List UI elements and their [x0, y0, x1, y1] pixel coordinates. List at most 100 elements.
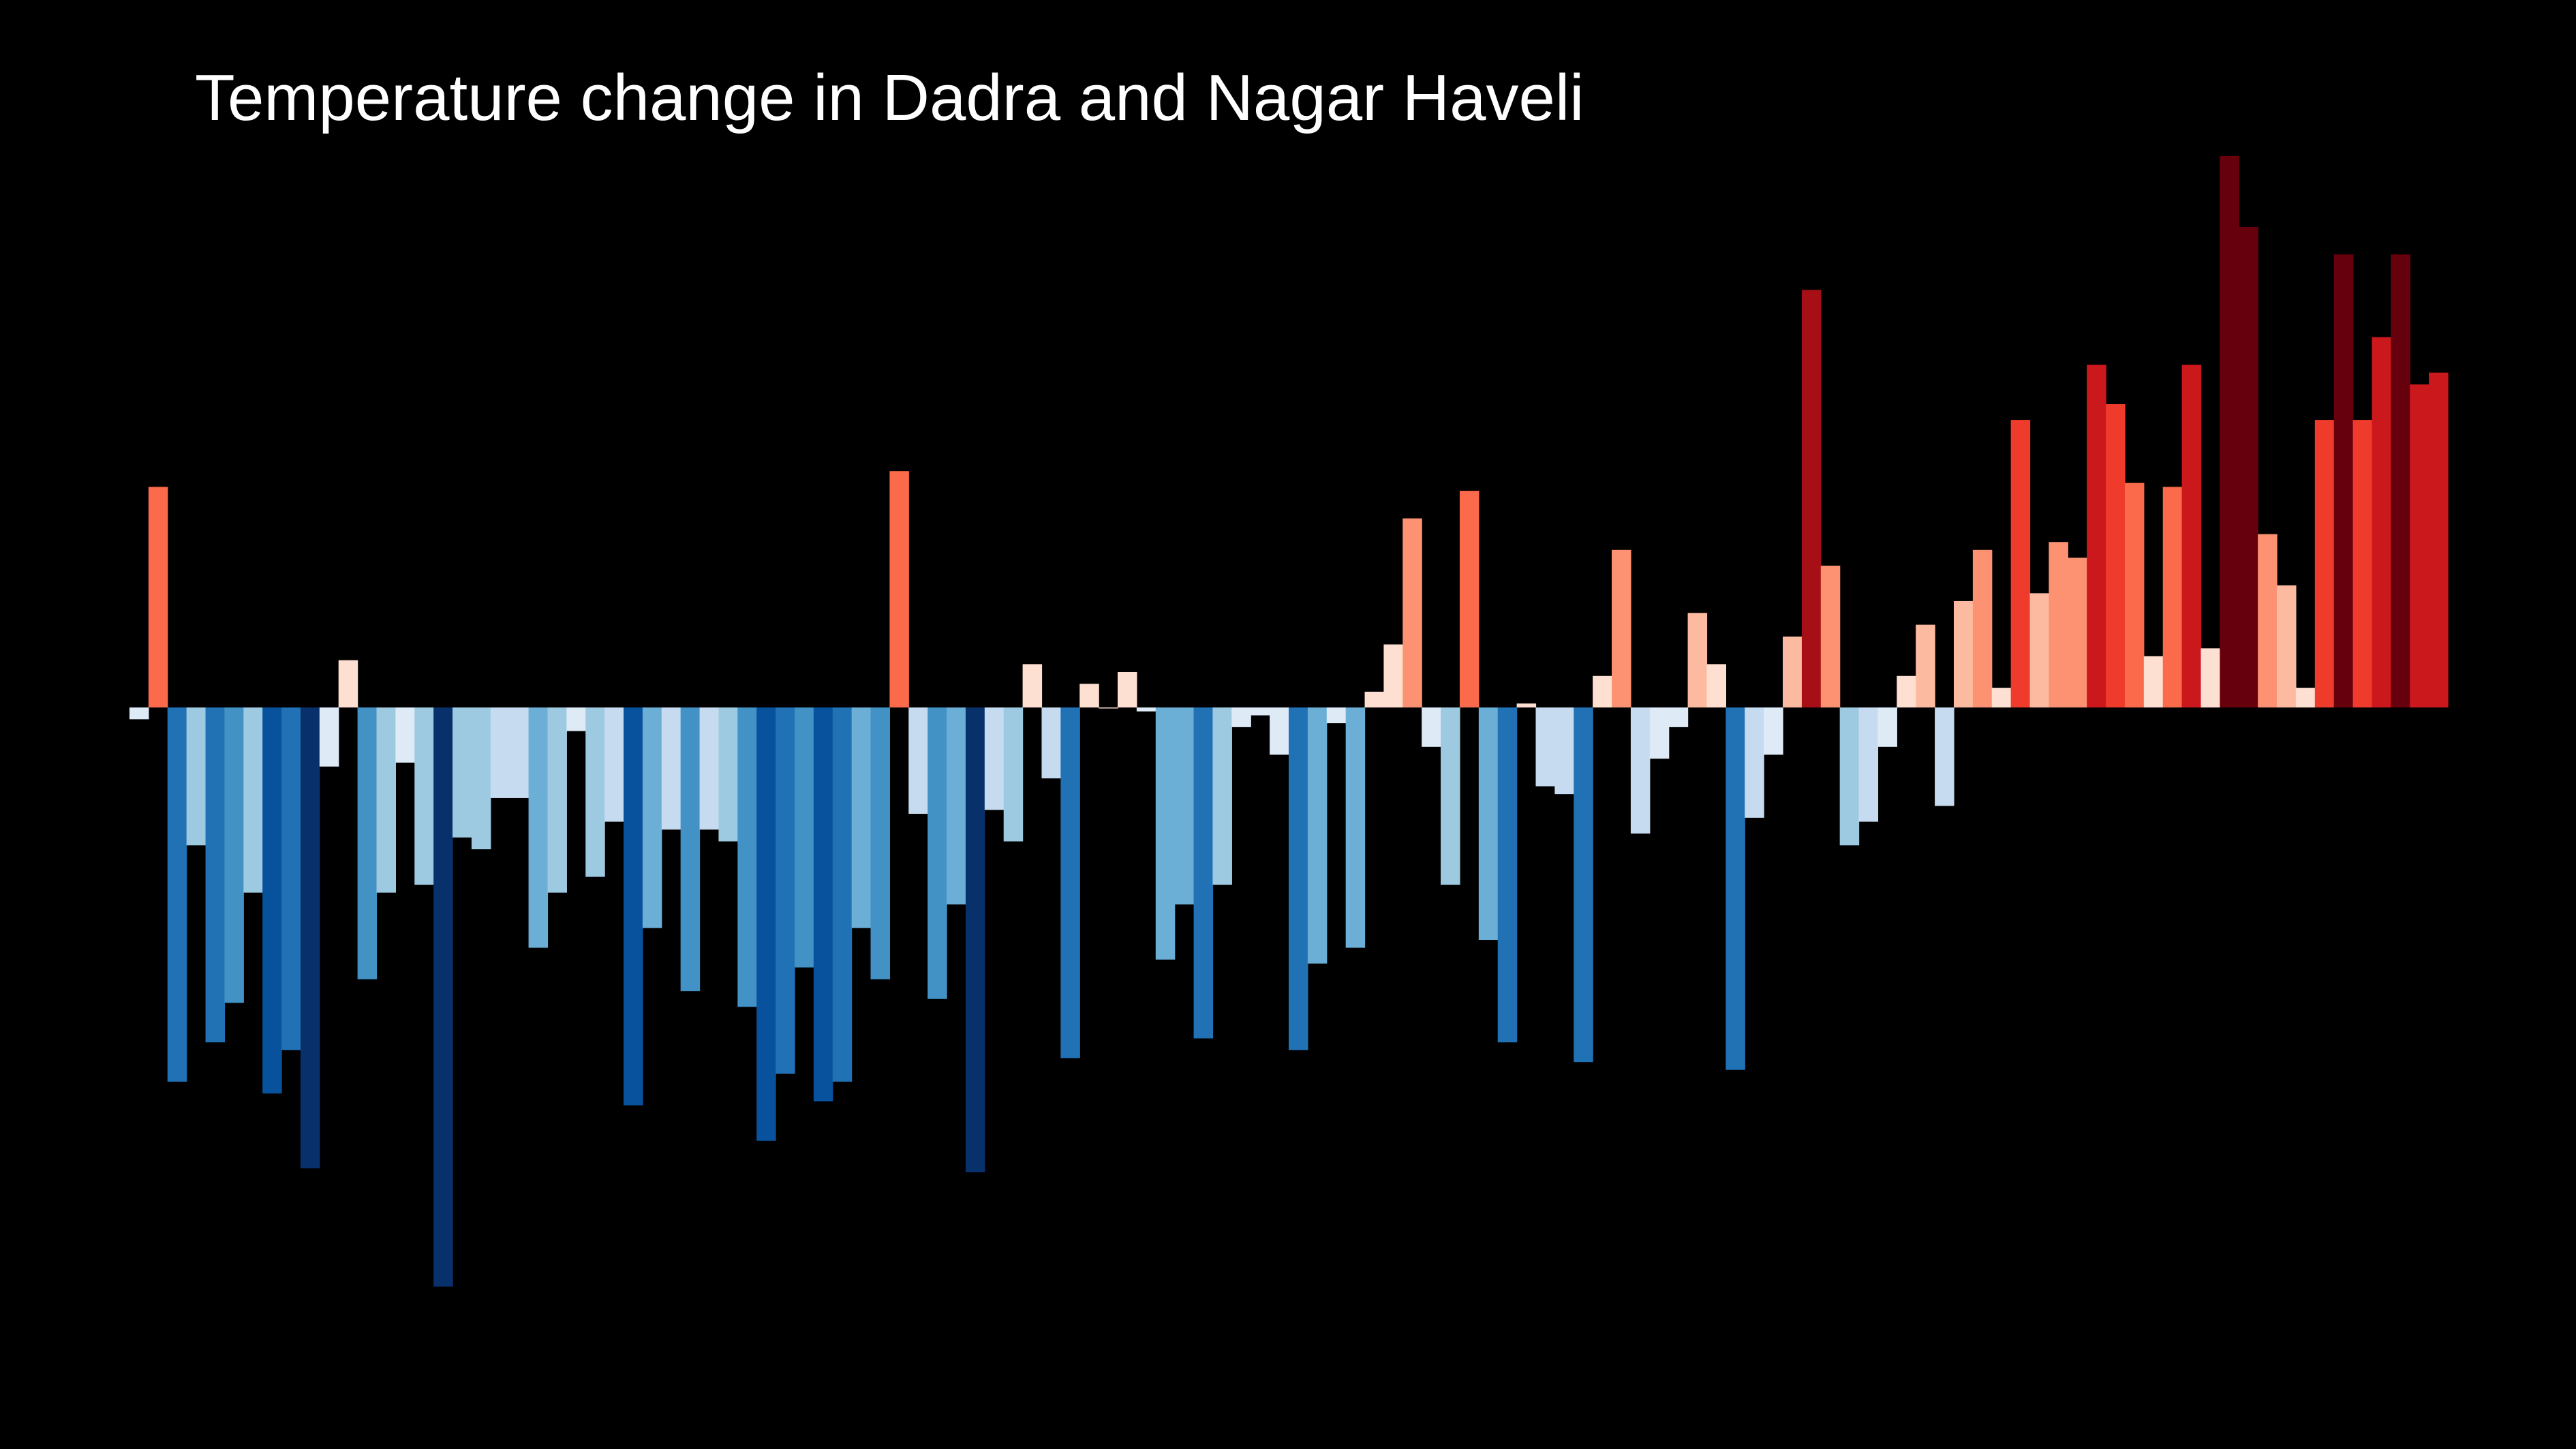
bar-14	[395, 707, 415, 763]
bar-99	[2010, 420, 2031, 707]
bar-55	[1174, 707, 1195, 904]
bar-94	[1916, 624, 1935, 707]
bar-93	[1897, 675, 1916, 707]
bar-58	[1231, 707, 1251, 727]
bar-12	[357, 707, 378, 979]
bar-106	[2143, 656, 2164, 707]
bar-48	[1041, 707, 1061, 779]
bar-109	[2201, 648, 2220, 707]
bar-112	[2258, 534, 2278, 707]
bar-7	[262, 707, 282, 1094]
chart-title: Temperature change in Dadra and Nagar Ha…	[195, 61, 1584, 134]
bar-117	[2352, 420, 2373, 707]
bar-63	[1326, 707, 1347, 724]
bar-53	[1136, 707, 1156, 712]
bar-69	[1441, 707, 1460, 885]
bar-67	[1402, 518, 1422, 707]
bar-46	[1003, 707, 1024, 842]
bar-8	[281, 707, 301, 1050]
bar-90	[1839, 707, 1860, 846]
bar-83	[1706, 664, 1726, 707]
bar-89	[1820, 565, 1841, 707]
bar-111	[2239, 226, 2258, 708]
bar-37	[832, 707, 853, 1082]
bar-25	[604, 707, 624, 822]
bar-35	[794, 707, 814, 968]
bar-44	[965, 707, 985, 1173]
bar-84	[1726, 707, 1745, 1070]
bar-98	[1991, 688, 2012, 707]
bar-6	[243, 707, 263, 893]
bar-113	[2277, 585, 2297, 707]
bar-91	[1858, 707, 1879, 822]
bar-101	[2049, 542, 2068, 707]
bar-47	[1022, 664, 1043, 707]
bar-19	[490, 707, 510, 798]
bar-50	[1079, 684, 1099, 707]
bar-45	[984, 707, 1005, 810]
bar-81	[1668, 707, 1689, 727]
bar-73	[1516, 703, 1537, 707]
bar-86	[1764, 707, 1783, 755]
bar-119	[2391, 254, 2410, 707]
bar-16	[433, 707, 453, 1287]
bar-32	[737, 707, 757, 1007]
bar-77	[1593, 675, 1612, 707]
bar-65	[1364, 691, 1385, 707]
bar-28	[661, 707, 681, 830]
bar-41	[908, 707, 928, 814]
bar-108	[2181, 365, 2202, 707]
bar-114	[2295, 688, 2316, 707]
bar-60	[1270, 707, 1289, 755]
bar-116	[2333, 254, 2354, 707]
bar-54	[1155, 707, 1176, 960]
bar-36	[813, 707, 833, 1101]
bar-17	[453, 707, 472, 838]
bar-75	[1554, 707, 1574, 795]
bar-87	[1783, 636, 1803, 707]
bar-74	[1535, 707, 1555, 787]
bar-59	[1251, 707, 1270, 716]
bar-38	[851, 707, 872, 928]
bar-62	[1307, 707, 1328, 964]
bar-105	[2124, 483, 2145, 707]
bar-30	[699, 707, 720, 830]
bar-121	[2429, 372, 2449, 707]
bar-40	[889, 471, 909, 707]
bars-group	[129, 155, 2449, 1287]
bar-49	[1060, 707, 1080, 1058]
bar-66	[1383, 644, 1403, 707]
bar-56	[1193, 707, 1214, 1039]
bar-64	[1345, 707, 1366, 948]
bar-27	[642, 707, 662, 928]
bar-97	[1972, 549, 1993, 707]
bar-118	[2372, 337, 2391, 707]
bar-61	[1289, 707, 1308, 1050]
bar-29	[680, 707, 701, 992]
bar-23	[566, 707, 586, 731]
bar-4	[205, 707, 226, 1043]
bar-2	[167, 707, 187, 1082]
bar-80	[1649, 707, 1670, 759]
bar-104	[2106, 403, 2126, 707]
bar-21	[528, 707, 549, 948]
bar-0	[129, 707, 149, 720]
bar-88	[1801, 290, 1822, 707]
bar-51	[1099, 707, 1118, 709]
bar-39	[870, 707, 891, 979]
bar-76	[1574, 707, 1593, 1063]
bar-11	[338, 660, 358, 707]
bar-33	[756, 707, 776, 1141]
bar-34	[776, 707, 795, 1074]
bar-100	[2029, 593, 2050, 707]
bar-18	[471, 707, 491, 850]
bar-85	[1745, 707, 1764, 818]
bar-107	[2162, 487, 2183, 707]
bar-20	[509, 707, 530, 798]
bar-3	[186, 707, 206, 846]
bar-115	[2314, 420, 2335, 707]
bar-79	[1630, 707, 1651, 834]
bar-82	[1687, 613, 1708, 707]
bar-110	[2220, 155, 2239, 708]
bar-42	[927, 707, 947, 999]
